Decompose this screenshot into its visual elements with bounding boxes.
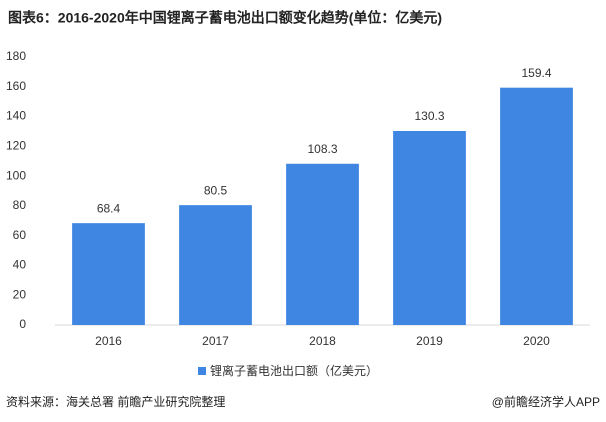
value-label: 159.4 — [521, 66, 551, 80]
bar — [393, 130, 466, 325]
x-tick-label: 2020 — [523, 334, 550, 348]
y-tick-label: 140 — [6, 109, 26, 123]
bar — [286, 163, 359, 325]
y-tick-label: 120 — [6, 139, 26, 153]
x-tick-label: 2019 — [416, 334, 443, 348]
bar — [72, 223, 145, 325]
value-label: 80.5 — [204, 183, 228, 197]
y-tick-label: 160 — [6, 79, 26, 93]
x-tick-label: 2017 — [202, 334, 229, 348]
value-label: 130.3 — [414, 109, 444, 123]
y-tick-label: 180 — [6, 49, 26, 63]
y-tick-label: 80 — [13, 198, 27, 212]
value-label: 68.4 — [97, 201, 121, 215]
chart-title: 图表6：2016-2020年中国锂离子蓄电池出口额变化趋势(单位：亿美元) — [8, 10, 442, 26]
bar — [500, 87, 573, 325]
y-tick-label: 60 — [13, 228, 27, 242]
y-tick-label: 0 — [19, 317, 26, 331]
source-note: 资料来源：海关总署 前瞻产业研究院整理 — [6, 394, 225, 409]
x-tick-label: 2018 — [309, 334, 336, 348]
credit-note: @前瞻经济学人APP — [492, 394, 600, 409]
y-tick-label: 40 — [13, 258, 27, 272]
bar — [179, 205, 252, 325]
y-tick-label: 100 — [6, 168, 26, 182]
value-label: 108.3 — [307, 142, 337, 156]
legend-label: 锂离子蓄电池出口额（亿美元） — [210, 363, 378, 378]
legend-swatch — [198, 367, 206, 375]
y-tick-label: 20 — [13, 287, 27, 301]
x-tick-label: 2016 — [95, 334, 122, 348]
